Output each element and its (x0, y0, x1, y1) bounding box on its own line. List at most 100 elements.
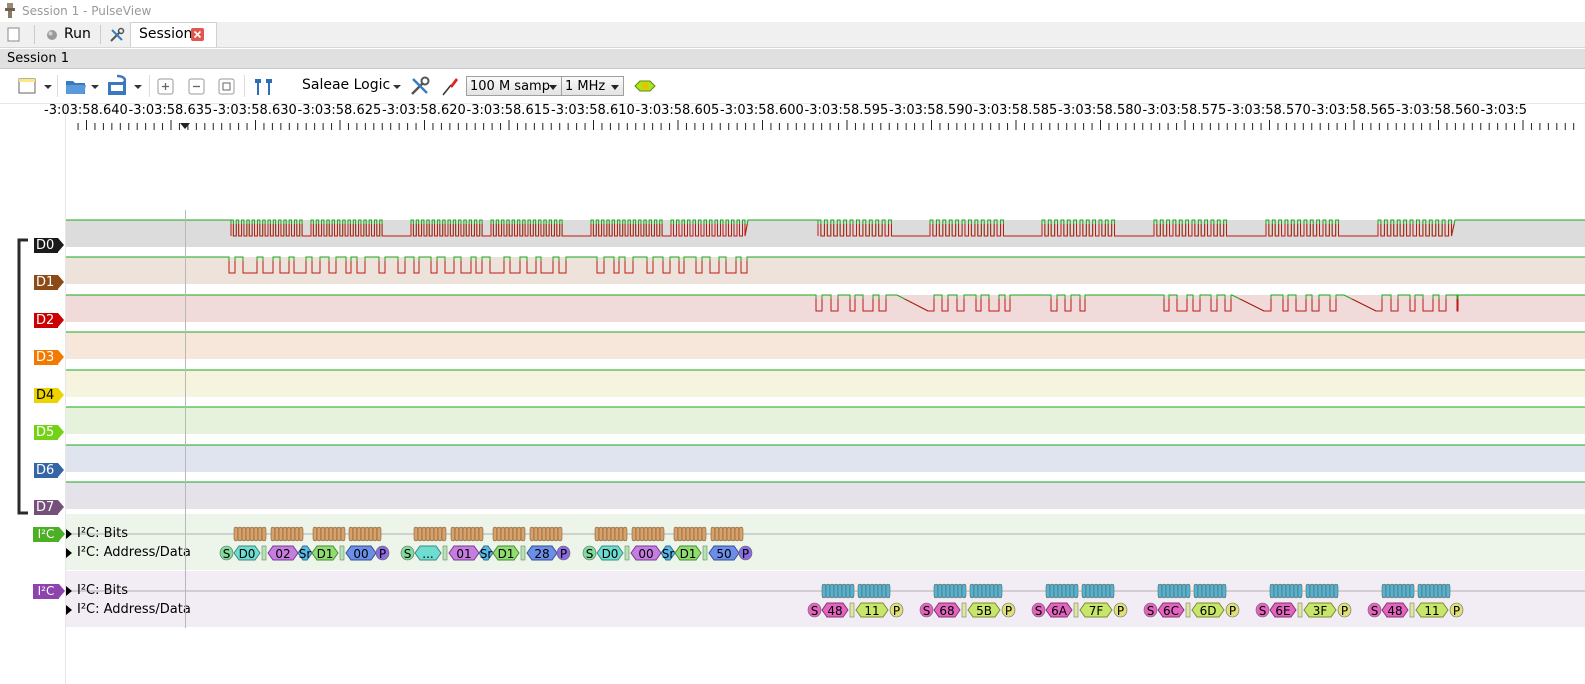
sample-rate-select[interactable]: 1 MHz (561, 76, 624, 96)
data-annotation[interactable]: 02 (267, 545, 299, 561)
expand-row-icon[interactable] (66, 548, 72, 558)
session-header: Session 1 (0, 49, 1585, 69)
address-annotation[interactable]: ... (414, 545, 442, 561)
channel-trace-d4[interactable]: D4 (0, 360, 1585, 403)
channel-trace-d0[interactable]: D0 (0, 210, 1585, 253)
decoder-trace[interactable]: S 48 11 P S 68 5B P S 6A 7F P S 6C 6D P S 6E 3F P S 48 11 P I²C I… (0, 571, 1585, 627)
decoder-trace[interactable]: S D0 02 Sr D1 00 P S... 01 Sr D1 28 P S D0 00 Sr D1 50 P I²C… (0, 514, 1585, 570)
data-annotation[interactable]: 7F (1079, 602, 1113, 618)
address-annotation[interactable]: 6E (1269, 602, 1297, 618)
start-condition-marker[interactable]: S (919, 602, 934, 618)
device-label[interactable]: Saleae Logic (302, 77, 391, 93)
start-condition-marker[interactable]: S (1367, 602, 1382, 618)
stop-condition-marker[interactable]: P (1225, 602, 1240, 618)
data-annotation[interactable]: 11 (855, 602, 889, 618)
zoom-out-icon[interactable] (188, 74, 206, 98)
probe-icon[interactable] (439, 74, 461, 98)
start-condition-marker[interactable]: S (807, 602, 822, 618)
channel-label-d5[interactable]: D5 (34, 425, 64, 440)
channel-trace-d5[interactable]: D5 (0, 397, 1585, 440)
new-view-dropdown-icon[interactable] (43, 74, 53, 98)
channel-trace-d2[interactable]: D2 (0, 285, 1585, 328)
stop-condition-marker[interactable]: P (1449, 602, 1464, 618)
data-annotation[interactable]: 00 (630, 545, 662, 561)
data-annotation[interactable]: 01 (448, 545, 480, 561)
zoom-in-icon[interactable] (157, 74, 175, 98)
address-annotation[interactable]: 6A (1045, 602, 1073, 618)
repeated-start-marker[interactable]: Sr (297, 545, 313, 561)
decoder-bits-cluster (594, 526, 628, 542)
decoder-bits-cluster (673, 526, 707, 542)
data-annotation[interactable]: 6D (1191, 602, 1225, 618)
channel-trace-d1[interactable]: D1 (0, 247, 1585, 290)
start-condition-marker[interactable]: S (1031, 602, 1046, 618)
stop-condition-marker[interactable]: P (556, 545, 571, 561)
start-condition-marker[interactable]: S (1143, 602, 1158, 618)
start-condition-marker[interactable]: S (219, 545, 234, 561)
channel-trace-d3[interactable]: D3 (0, 322, 1585, 365)
channel-trace-d7[interactable]: D7 (0, 472, 1585, 515)
expand-row-icon[interactable] (66, 529, 72, 539)
address-annotation[interactable]: 68 (933, 602, 961, 618)
zoom-fit-icon[interactable] (218, 74, 236, 98)
address-annotation[interactable]: 48 (821, 602, 849, 618)
device-dropdown-icon[interactable] (392, 74, 402, 98)
address-annotation[interactable]: 48 (1381, 602, 1409, 618)
sample-count-select[interactable]: 100 M samp (466, 76, 562, 96)
configure-tools-icon[interactable] (109, 27, 125, 43)
stop-condition-marker[interactable]: P (1337, 602, 1352, 618)
tab-session[interactable]: Session (130, 22, 217, 47)
time-ruler[interactable]: -3:03:58.640 -3:03:58.635 -3:03:58.630 -3:0… (44, 103, 1585, 133)
add-decoder-icon[interactable] (633, 74, 657, 98)
repeated-start-marker[interactable]: Sr (660, 545, 676, 561)
data-annotation[interactable]: 11 (1415, 602, 1449, 618)
save-dropdown-icon[interactable] (133, 74, 143, 98)
tab-divider (34, 25, 35, 44)
channel-label-d0[interactable]: D0 (34, 238, 64, 253)
stop-condition-marker[interactable]: P (1113, 602, 1128, 618)
address-annotation[interactable]: D0 (233, 545, 261, 561)
stop-condition-marker[interactable]: P (375, 545, 390, 561)
channel-trace-d6[interactable]: D6 (0, 435, 1585, 478)
data-annotation[interactable]: 3F (1303, 602, 1337, 618)
data-annotation[interactable]: 50 (708, 545, 740, 561)
data-annotation[interactable]: 00 (345, 545, 377, 561)
decoder-tag[interactable]: I²C (33, 584, 65, 599)
address-annotation[interactable]: D0 (596, 545, 624, 561)
start-condition-marker[interactable]: S (582, 545, 597, 561)
new-view-icon[interactable] (17, 74, 39, 98)
show-cursors-icon[interactable] (252, 74, 276, 98)
new-document-icon[interactable] (7, 27, 20, 42)
open-folder-icon[interactable] (64, 74, 88, 98)
stop-condition-marker[interactable]: P (889, 602, 904, 618)
cursor-marker-icon[interactable] (180, 123, 190, 129)
ruler-tick-label: -3:03:58.570 (1227, 103, 1311, 118)
repeated-start-marker[interactable]: Sr (478, 545, 494, 561)
svg-text:S: S (923, 604, 931, 618)
save-icon[interactable] (105, 74, 131, 98)
channel-label-d2[interactable]: D2 (34, 313, 64, 328)
channel-label-d4[interactable]: D4 (34, 388, 64, 403)
data-annotation[interactable]: 28 (526, 545, 558, 561)
address-annotation[interactable]: 6C (1157, 602, 1185, 618)
svg-text:P: P (1229, 604, 1236, 618)
open-dropdown-icon[interactable] (90, 74, 100, 98)
channel-label-d7[interactable]: D7 (34, 500, 64, 515)
address-annotation[interactable]: D1 (311, 545, 339, 561)
channel-label-d1[interactable]: D1 (34, 275, 64, 290)
start-condition-marker[interactable]: S (400, 545, 415, 561)
expand-row-icon[interactable] (66, 605, 72, 615)
svg-text:D1: D1 (317, 547, 334, 561)
address-annotation[interactable]: D1 (674, 545, 702, 561)
close-tab-icon[interactable] (191, 28, 204, 41)
device-config-icon[interactable] (408, 74, 432, 98)
address-annotation[interactable]: D1 (492, 545, 520, 561)
expand-row-icon[interactable] (66, 586, 72, 596)
start-condition-marker[interactable]: S (1255, 602, 1270, 618)
data-annotation[interactable]: 5B (967, 602, 1001, 618)
decoder-tag[interactable]: I²C (33, 527, 65, 542)
channel-label-d6[interactable]: D6 (34, 463, 64, 478)
stop-condition-marker[interactable]: P (1001, 602, 1016, 618)
stop-condition-marker[interactable]: P (738, 545, 753, 561)
channel-label-d3[interactable]: D3 (34, 350, 64, 365)
